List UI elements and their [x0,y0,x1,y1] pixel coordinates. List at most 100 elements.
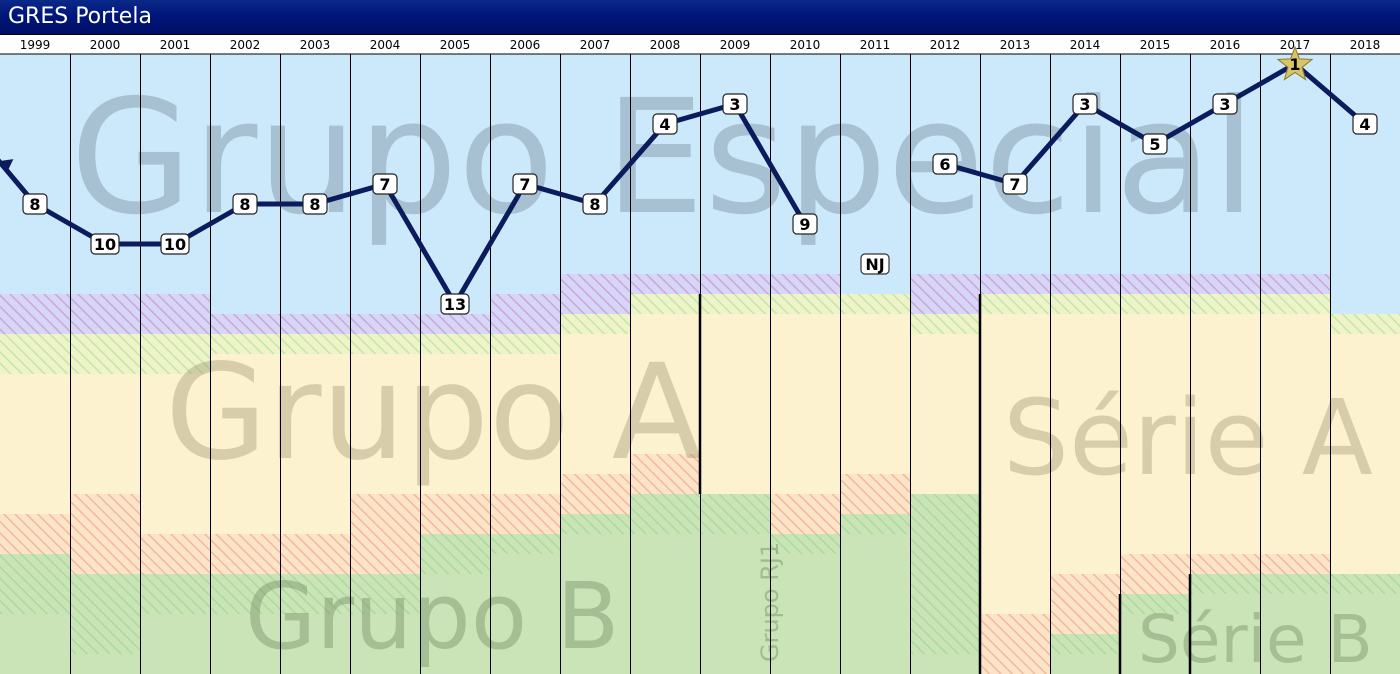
zone-band-2016-3 [1190,314,1260,554]
data-point-2017: 1 [1276,45,1314,81]
zone-band-2015-1 [1120,274,1190,294]
data-label-2008: 4 [659,115,670,134]
zone-band-2016-2 [1190,294,1260,314]
data-point-box-2011 [860,253,890,275]
year-header: 1999 2000 2001 2002 2003 2004 2005 2006 2007 2008… [0,34,1400,55]
data-point-box-2010 [792,213,818,235]
data-label-2015: 5 [1149,135,1160,154]
year-label-2017: 2017 [1280,38,1311,52]
zone-band-2017-3 [1260,314,1330,554]
zone-band-2009-4 [700,494,770,534]
zone-band-2015-3 [1120,314,1190,554]
zone-band-2007-3 [560,334,630,474]
data-point-2008: 4 [652,113,678,135]
zone-band-2016-4 [1190,554,1260,574]
data-point-box-2012 [932,153,958,175]
zone-band-2017-4 [1260,554,1330,574]
zone-band-2008-0 [630,54,700,274]
zone-band-2002-4 [210,534,280,574]
zone-band-2007-6 [560,534,630,674]
data-label-2002: 8 [239,195,250,214]
data-label-2017: 1 [1289,55,1300,74]
year-label-2002: 2002 [230,38,261,52]
zone-band-2007-1 [560,274,630,314]
data-point-2018: 4 [1352,113,1378,135]
zone-band-2013-3 [980,314,1050,614]
position-chart: Grupo Especial Grupo A Série A Grupo B G… [0,34,1400,674]
data-label-2012: 6 [939,155,950,174]
zone-band-2004-1 [350,314,420,334]
zone-label-serie-b: Série B [1138,601,1373,674]
zone-band-2017-1 [1260,274,1330,294]
zone-band-2008-4 [630,454,700,494]
zone-band-2002-2 [210,334,280,354]
year-label-2005: 2005 [440,38,471,52]
data-point-box-2015 [1142,133,1168,155]
zone-label-serie-a: Série A [1003,377,1373,499]
zone-band-1999-3 [0,374,70,514]
data-label-2001: 10 [164,235,186,254]
data-point-2012: 6 [932,153,958,175]
zone-band-2001-1 [140,294,210,334]
zone-band-1999-6 [0,614,70,674]
zone-band-2015-0 [1120,54,1190,274]
zone-band-2015-6 [1120,614,1190,674]
zone-band-2001-4 [140,534,210,574]
zone-band-2009-5 [700,534,770,674]
data-label-2018: 4 [1359,115,1370,134]
zone-band-2008-1 [630,274,700,294]
zone-band-2014-1 [1050,274,1120,294]
zone-band-2002-1 [210,314,280,334]
data-label-2016: 3 [1219,95,1230,114]
zone-band-2002-0 [210,54,280,314]
year-label-2010: 2010 [790,38,821,52]
data-point-2006: 7 [512,173,538,195]
zone-band-2004-2 [350,334,420,354]
zone-band-2009-3 [700,314,770,494]
data-point-box-2001 [160,233,190,255]
zone-band-1999-5 [0,554,70,614]
data-point-box-2005 [440,293,470,315]
zone-band-2003-5 [280,574,350,614]
zone-band-2010-1 [770,274,840,294]
zone-band-2014-2 [1050,294,1120,314]
zone-band-2010-3 [770,314,840,494]
zone-band-2005-5 [420,534,490,574]
zone-band-2007-2 [560,314,630,334]
data-label-2007: 8 [589,195,600,214]
zone-band-2007-0 [560,54,630,274]
zone-band-2000-4 [70,494,140,574]
data-point-2001: 10 [160,233,190,255]
zone-band-2018-1 [1330,314,1400,334]
zone-label-grupo-especial: Grupo Especial [70,66,1256,250]
zone-band-2005-1 [420,314,490,334]
zone-band-2001-5 [140,574,210,614]
data-label-2004: 7 [379,175,390,194]
data-label-2006: 7 [519,175,530,194]
zone-band-2006-1 [490,294,560,334]
zone-band-2016-1 [1190,274,1260,294]
zone-band-2015-5 [1120,594,1190,614]
champion-star-icon [1276,45,1314,81]
zone-band-2006-2 [490,334,560,354]
zone-band-2003-4 [280,534,350,574]
year-label-2014: 2014 [1070,38,1101,52]
data-point-2003: 8 [302,193,328,215]
zone-band-2016-5 [1190,574,1260,594]
data-point-2000: 10 [90,233,120,255]
zone-band-2010-2 [770,294,840,314]
zone-band-2018-0 [1330,54,1400,314]
year-label-2016: 2016 [1210,38,1241,52]
data-point-box-2018 [1352,113,1378,135]
year-label-2015: 2015 [1140,38,1171,52]
zone-band-1999-2 [0,334,70,374]
zone-label-grupo-a: Grupo A [165,336,702,490]
zone-band-2006-6 [490,554,560,674]
year-label-2009: 2009 [720,38,751,52]
data-label-2000: 10 [94,235,116,254]
zone-band-2018-2 [1330,334,1400,574]
position-points: 8 10 10 8 8 7 13 7 8 4 3 9 NJ 6 7 3 5 3 1 4 [22,45,1378,315]
year-label-2006: 2006 [510,38,541,52]
year-header-bg [0,34,1400,54]
zone-band-2013-2 [980,294,1050,314]
